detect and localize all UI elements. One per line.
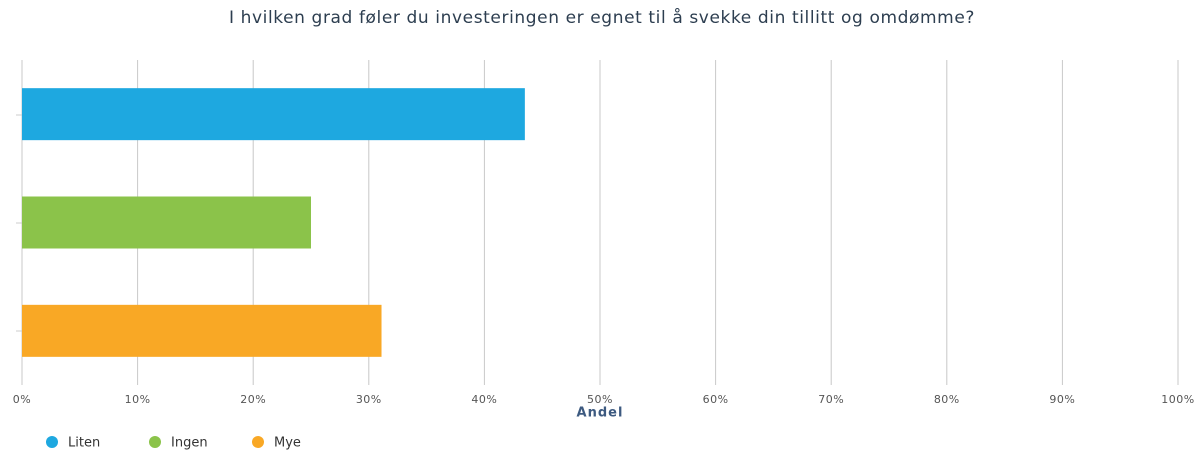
x-tick-label: 20% xyxy=(240,393,266,406)
legend-marker xyxy=(252,436,264,448)
x-tick-label: 90% xyxy=(1049,393,1075,406)
chart-title: I hvilken grad føler du investeringen er… xyxy=(229,7,975,28)
x-tick-label: 80% xyxy=(934,393,960,406)
x-tick-label: 40% xyxy=(471,393,497,406)
x-tick-label: 100% xyxy=(1161,393,1194,406)
legend-marker xyxy=(46,436,58,448)
legend-label: Liten xyxy=(68,436,100,451)
x-tick-label: 50% xyxy=(587,393,613,406)
bar xyxy=(22,196,311,249)
legend-marker xyxy=(149,436,161,448)
bar xyxy=(22,88,525,141)
legend-label: Ingen xyxy=(171,436,208,451)
bar xyxy=(22,304,382,357)
x-tick-label: 70% xyxy=(818,393,844,406)
x-tick-label: 10% xyxy=(125,393,151,406)
x-axis-label: Andel xyxy=(577,406,624,421)
x-tick-label: 60% xyxy=(703,393,729,406)
x-tick-label: 30% xyxy=(356,393,382,406)
legend-label: Mye xyxy=(274,436,301,451)
x-tick-label: 0% xyxy=(13,393,31,406)
